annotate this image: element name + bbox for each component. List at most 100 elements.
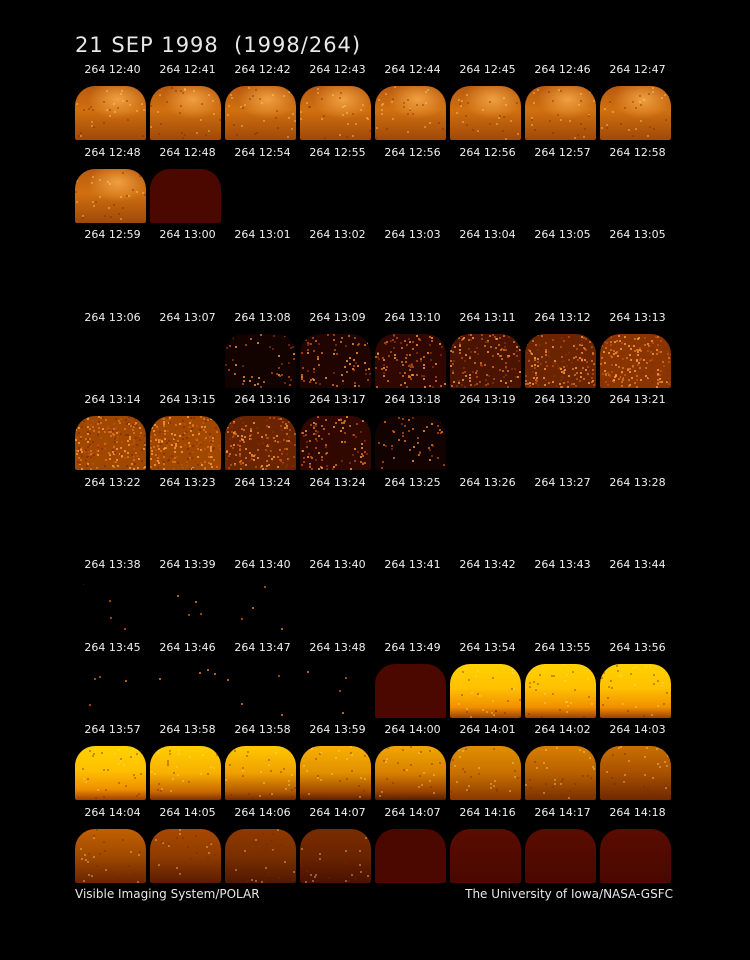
noise-speck bbox=[345, 879, 347, 882]
noise-speck bbox=[202, 754, 204, 756]
noise-speck bbox=[534, 761, 536, 763]
noise-speck bbox=[133, 439, 135, 441]
noise-speck bbox=[478, 773, 480, 775]
noise-speck bbox=[317, 355, 319, 358]
noise-speck bbox=[647, 376, 649, 379]
noise-speck bbox=[479, 380, 481, 383]
noise-speck bbox=[346, 862, 348, 865]
noise-speck bbox=[248, 793, 250, 795]
noise-speck bbox=[482, 109, 484, 111]
timestamp-label: 264 13:15 bbox=[159, 393, 216, 406]
noise-speck bbox=[257, 457, 259, 459]
noise-speck bbox=[163, 418, 165, 420]
noise-speck bbox=[458, 333, 460, 336]
noise-speck bbox=[652, 91, 654, 93]
noise-speck bbox=[321, 98, 323, 100]
noise-speck bbox=[153, 430, 155, 432]
noise-speck bbox=[397, 762, 399, 764]
noise-speck bbox=[113, 453, 115, 455]
noise-speck bbox=[519, 86, 521, 88]
noise-speck bbox=[325, 376, 327, 379]
noise-speck bbox=[189, 422, 191, 424]
aurora-image-frame bbox=[150, 499, 221, 553]
noise-speck bbox=[487, 382, 489, 385]
noise-speck bbox=[159, 439, 161, 441]
noise-speck bbox=[606, 124, 608, 126]
noise-speck bbox=[174, 434, 176, 436]
noise-speck bbox=[418, 786, 420, 788]
noise-speck bbox=[475, 371, 477, 374]
aurora-image-frame bbox=[600, 169, 671, 223]
noise-speck bbox=[113, 423, 115, 425]
noise-speck bbox=[648, 375, 650, 378]
noise-speck bbox=[120, 453, 122, 455]
noise-speck bbox=[206, 845, 208, 848]
noise-speck bbox=[269, 793, 271, 795]
noise-speck bbox=[253, 422, 255, 424]
noise-speck bbox=[78, 135, 80, 137]
noise-speck bbox=[577, 358, 579, 361]
noise-speck bbox=[203, 429, 205, 431]
noise-speck bbox=[505, 361, 507, 364]
noise-speck bbox=[154, 424, 156, 426]
timestamp-label: 264 13:27 bbox=[534, 475, 591, 489]
noise-speck bbox=[128, 416, 130, 418]
noise-speck bbox=[190, 468, 192, 470]
noise-speck bbox=[656, 352, 658, 355]
noise-speck bbox=[344, 365, 346, 368]
noise-speck bbox=[288, 440, 290, 442]
noise-speck bbox=[183, 426, 185, 428]
noise-speck bbox=[378, 99, 380, 101]
noise-speck bbox=[305, 880, 307, 883]
noise-speck bbox=[186, 869, 188, 872]
noise-speck bbox=[427, 351, 429, 354]
noise-speck bbox=[552, 786, 554, 788]
noise-speck bbox=[321, 456, 323, 458]
noise-speck bbox=[529, 349, 531, 352]
noise-speck bbox=[210, 441, 212, 443]
noise-speck bbox=[489, 123, 491, 125]
noise-speck bbox=[376, 385, 378, 388]
noise-speck bbox=[77, 461, 79, 463]
noise-speck bbox=[214, 853, 216, 856]
noise-speck bbox=[315, 438, 317, 440]
noise-speck bbox=[376, 341, 378, 344]
noise-speck bbox=[452, 369, 454, 372]
timestamp-label: 264 13:14 bbox=[84, 393, 141, 406]
noise-speck bbox=[301, 375, 303, 378]
noise-speck bbox=[232, 436, 234, 438]
noise-speck bbox=[290, 346, 292, 349]
noise-speck bbox=[552, 345, 554, 348]
noise-speck bbox=[501, 357, 503, 360]
noise-speck bbox=[288, 459, 290, 461]
noise-speck bbox=[130, 850, 132, 853]
noise-speck bbox=[310, 456, 312, 458]
noise-speck bbox=[310, 342, 312, 345]
noise-speck bbox=[355, 361, 357, 364]
noise-speck bbox=[87, 441, 89, 443]
noise-speck bbox=[187, 845, 189, 848]
noise-speck bbox=[103, 122, 105, 124]
noise-speck bbox=[142, 191, 144, 194]
noise-speck bbox=[602, 334, 604, 337]
noise-speck bbox=[134, 777, 136, 779]
noise-speck bbox=[133, 432, 135, 434]
noise-speck bbox=[490, 345, 492, 348]
timestamp-label: 264 13:07 bbox=[159, 310, 216, 324]
noise-speck bbox=[143, 467, 145, 469]
noise-speck bbox=[205, 437, 207, 439]
noise-speck bbox=[105, 789, 107, 791]
timestamp-label: 264 13:38 bbox=[84, 558, 141, 571]
noise-speck bbox=[504, 711, 506, 714]
noise-speck bbox=[564, 368, 566, 371]
noise-speck bbox=[293, 870, 295, 873]
noise-speck bbox=[98, 416, 100, 418]
noise-speck bbox=[79, 828, 81, 831]
noise-speck bbox=[583, 751, 585, 753]
noise-speck bbox=[360, 109, 362, 111]
noise-speck bbox=[541, 715, 543, 718]
noise-speck bbox=[580, 100, 582, 102]
noise-speck bbox=[169, 422, 171, 424]
noise-speck bbox=[528, 339, 530, 342]
noise-speck bbox=[592, 372, 594, 375]
